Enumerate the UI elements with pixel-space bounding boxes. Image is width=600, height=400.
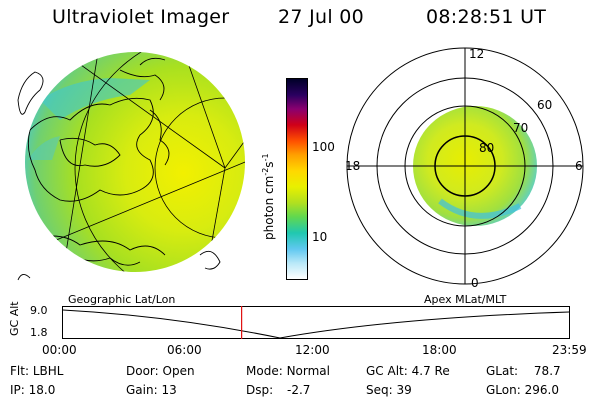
mlt-12-label: 12: [469, 47, 484, 61]
timeline-y-top: 9.0: [30, 304, 48, 317]
colorbar: [286, 78, 308, 280]
mlt-0-label: 0: [471, 276, 479, 290]
x-tick: 00:00: [42, 343, 77, 357]
geographic-image: [17, 52, 245, 281]
timeline-track: [62, 306, 570, 339]
altitude-curve: [62, 309, 570, 339]
mlt-18-label: 18: [345, 159, 360, 173]
x-tick: 06:00: [167, 343, 202, 357]
mlat-60-label: 60: [537, 98, 552, 112]
timeline-x-axis: 00:00 06:00 12:00 18:00 23:59: [42, 343, 587, 359]
x-tick: 12:00: [295, 343, 330, 357]
app-title: Ultraviolet Imager: [52, 6, 230, 28]
info-glat: GLat: 78.7: [486, 364, 561, 378]
colorbar-unit-label: photon cm-2s-1: [261, 153, 276, 240]
date-label: 27 Jul 00: [278, 6, 365, 28]
info-mode: Mode: Normal: [246, 364, 330, 378]
mlat-80-label: 80: [479, 141, 494, 155]
info-seq: Seq: 39: [366, 383, 412, 397]
timeline-left-title: Geographic Lat/Lon: [68, 293, 176, 306]
mlat-70-label: 70: [513, 121, 528, 135]
info-flt: Flt: LBHL: [10, 364, 64, 378]
timeline-right-title: Apex MLat/MLT: [424, 293, 507, 306]
time-label: 08:28:51 UT: [426, 6, 547, 28]
info-gain: Gain: 13: [126, 383, 177, 397]
info-ip: IP: 18.0: [10, 383, 56, 397]
colorbar-gradient: [287, 79, 307, 279]
timeline-y-bottom: 1.8: [30, 326, 48, 339]
info-gc-alt: GC Alt: 4.7 Re: [366, 364, 450, 378]
x-tick: 23:59: [552, 343, 587, 357]
colorbar-tick-high: 100: [312, 140, 335, 154]
info-door: Door: Open: [126, 364, 195, 378]
polar-grid: [346, 47, 584, 285]
x-tick: 18:00: [422, 343, 457, 357]
info-glon: GLon: 296.0: [486, 383, 559, 397]
info-dsp: Dsp: -2.7: [246, 383, 311, 397]
mlt-6-label: 6: [575, 159, 583, 173]
polar-plot: 12 18 6 0 60 70 80: [345, 47, 584, 290]
timeline-y-axis-label: GC Alt: [8, 301, 21, 336]
colorbar-tick-low: 10: [312, 230, 328, 244]
